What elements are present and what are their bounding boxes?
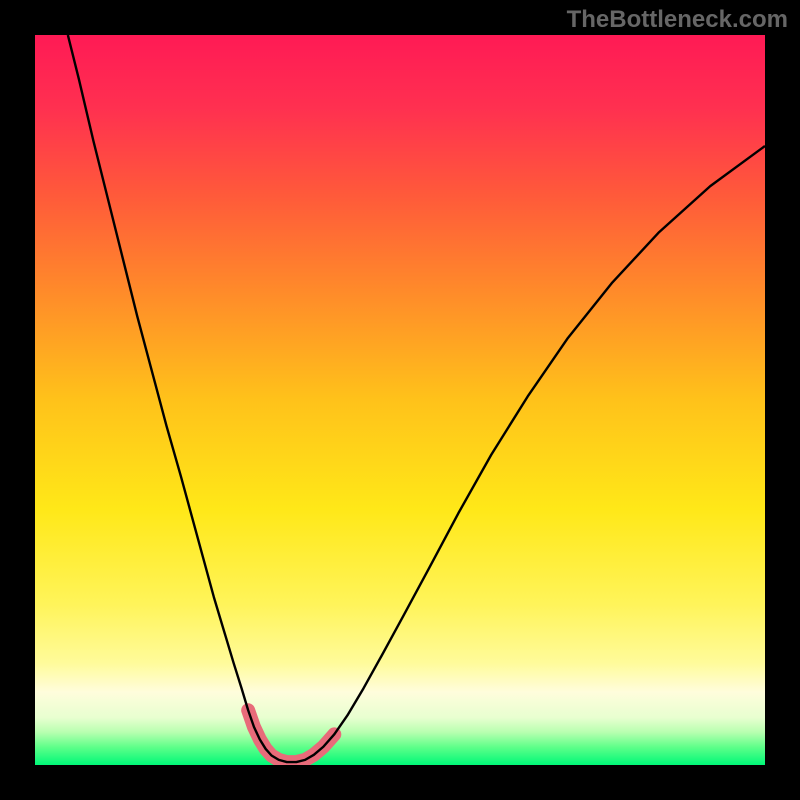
gradient-background [35,35,765,765]
plot-area [35,35,765,765]
plot-svg [35,35,765,765]
chart-container: TheBottleneck.com [0,0,800,800]
watermark-text: TheBottleneck.com [567,6,788,34]
